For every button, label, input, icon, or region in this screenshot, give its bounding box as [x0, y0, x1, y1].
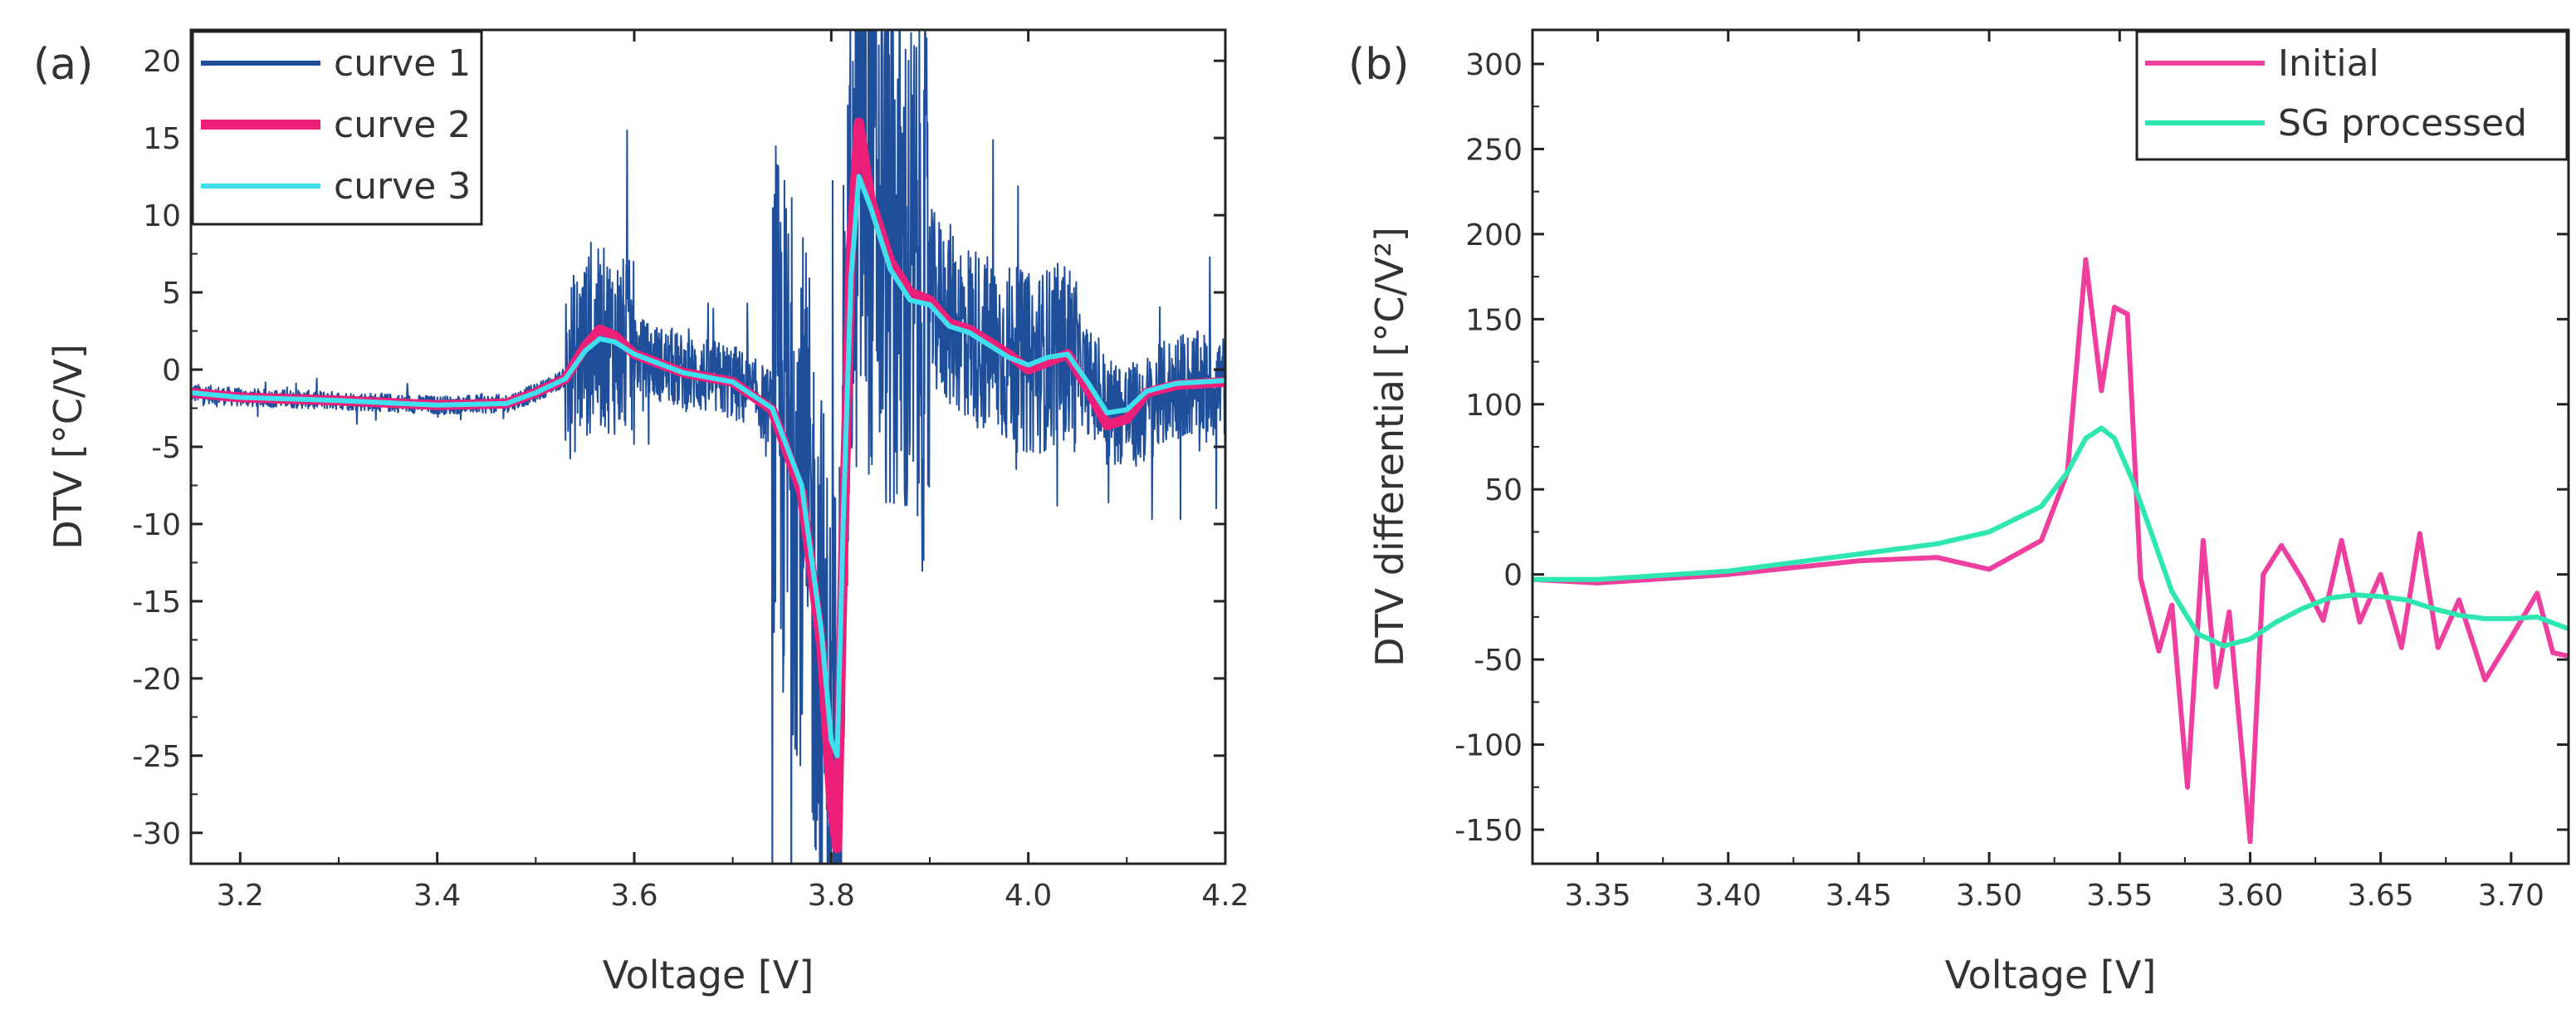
- x-tick-label: 3.70: [2478, 879, 2544, 913]
- series-line-b-2: [1532, 425, 2569, 649]
- series-line-a-2: [191, 117, 1225, 854]
- x-tick-label: 3.4: [413, 879, 461, 913]
- legend-label: curve 2: [334, 104, 471, 146]
- x-axis-title: Voltage [V]: [1945, 953, 2157, 997]
- y-tick-label: -50: [1474, 644, 1523, 678]
- legend-b: Initial SG processed: [2135, 30, 2569, 161]
- y-tick-label: 300: [1465, 48, 1523, 82]
- x-tick-label: 3.65: [2348, 879, 2414, 913]
- y-tick-label: -20: [132, 663, 181, 697]
- y-tick-label: -150: [1454, 814, 1523, 848]
- x-tick-label: 3.50: [1956, 879, 2022, 913]
- x-tick-label: 3.8: [808, 879, 855, 913]
- series-group-b: [1532, 257, 2569, 845]
- x-tick-label: 3.45: [1826, 879, 1892, 913]
- y-tick-label: 150: [1465, 303, 1523, 337]
- chart-panel-a: 3.2 3.4 3.6 3.8 4.0 4.2 20 15 10 5 0 -5 -10 -15 -20 -25…: [33, 28, 1249, 997]
- y-tick-label: -25: [132, 740, 181, 774]
- x-tick-label: 3.40: [1695, 879, 1762, 913]
- x-tick-label: 3.35: [1565, 879, 1631, 913]
- y-tick-label: -100: [1454, 729, 1523, 763]
- x-tick-label: 3.2: [217, 879, 264, 913]
- legend-label: Initial: [2278, 42, 2379, 85]
- y-tick-label: -5: [151, 431, 181, 465]
- y-tick-label: 0: [162, 354, 181, 388]
- y-tick-label: 15: [143, 122, 181, 156]
- y-tick-label: -30: [132, 817, 181, 851]
- chart-panel-b: 3.35 3.40 3.45 3.50 3.55 3.60 3.65 3.70 300 250 20…: [1348, 28, 2570, 997]
- panel-label: (b): [1348, 40, 1410, 90]
- y-tick-label: 100: [1465, 389, 1523, 423]
- y-tick-label: 200: [1465, 218, 1523, 252]
- y-tick-label: 20: [143, 45, 181, 79]
- legend-label: curve 3: [334, 165, 471, 208]
- series-group-a: [191, 30, 1225, 864]
- x-tick-label: 3.55: [2086, 879, 2153, 913]
- y-tick-label: -10: [132, 508, 181, 542]
- legend-a: curve 1 curve 2 curve 3: [191, 30, 483, 226]
- y-tick-label: 10: [143, 199, 181, 233]
- x-tick-label: 3.60: [2217, 879, 2283, 913]
- legend-label: SG processed: [2278, 102, 2527, 145]
- y-tick-label: 0: [1503, 559, 1523, 593]
- y-tick-label: 50: [1484, 473, 1523, 507]
- legend-box: [2135, 30, 2569, 161]
- x-tick-label: 4.0: [1004, 879, 1052, 913]
- x-tick-label: 3.6: [610, 879, 657, 913]
- series-line-b-1: [1532, 257, 2569, 845]
- panel-label: (a): [33, 40, 93, 90]
- y-tick-label: -15: [132, 586, 181, 620]
- x-tick-label: 4.2: [1201, 879, 1249, 913]
- y-axis-title: DTV [°C/V]: [46, 344, 90, 550]
- y-tick-label: 5: [162, 277, 181, 311]
- x-axis-title: Voltage [V]: [603, 953, 814, 997]
- y-axis-title: DTV differential [°C/V²]: [1367, 227, 1412, 667]
- legend-label: curve 1: [334, 42, 471, 85]
- y-tick-label: 250: [1465, 133, 1523, 167]
- series-line-a-3: [191, 174, 1225, 758]
